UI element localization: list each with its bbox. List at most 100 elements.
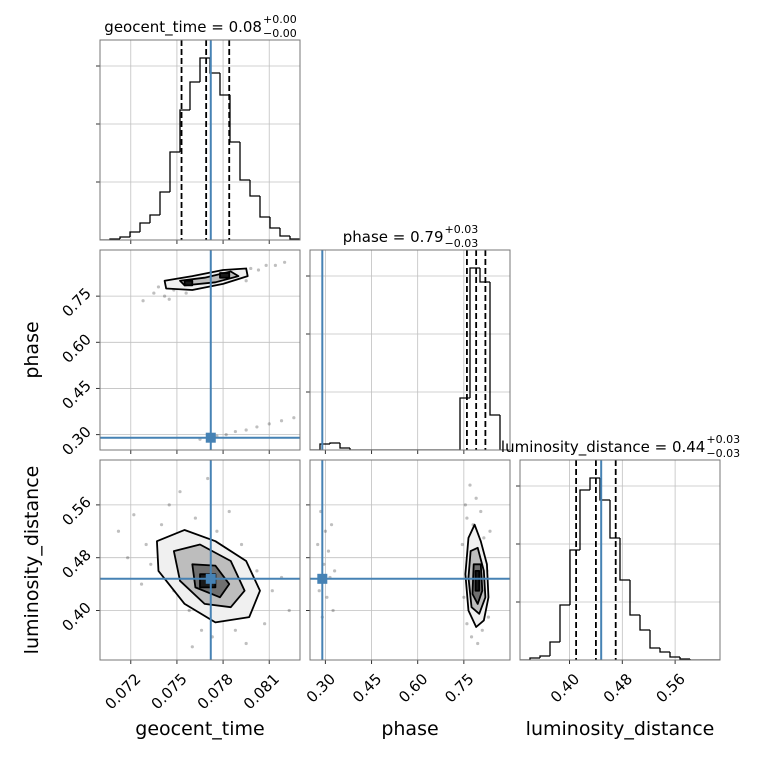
histogram-step [619,538,630,581]
histogram-step [569,549,580,605]
sample-point [463,503,467,507]
plot-area [100,460,300,660]
histogram-step [249,180,260,197]
sample-point [333,569,337,573]
sample-point [152,291,156,295]
sample-point [264,263,268,267]
sample-point [331,608,335,613]
y-axis-label: phase [21,321,43,378]
sample-point [479,509,483,514]
sample-point [199,628,204,632]
sample-point [292,416,296,420]
histogram-step [669,652,680,658]
x-axis-label: geocent_time [135,718,264,740]
histogram-step [349,448,360,450]
sample-point [167,503,171,507]
plot-area [100,250,300,450]
sample-point [476,641,480,646]
histogram-step [459,397,470,450]
title-lower: −0.03 [706,447,740,460]
sample-point [267,422,271,426]
panel: 0.40 0.48 0.56 luminosity_distance = 0.44 +0… [501,433,740,740]
sample-point [126,556,130,560]
y-tick-label: 0.75 [58,284,94,320]
sample-point [190,645,194,649]
sample-point [474,496,478,500]
sample-point [482,536,486,540]
sample-point [224,433,228,437]
sample-point [227,509,231,514]
title-upper: +0.03 [445,223,479,236]
panel: 0.072 0.075 0.078 0.081 0.40 0.48 0.56 geocent_… [21,459,301,740]
sample-point [233,628,237,632]
histogram-step [329,442,340,444]
histogram-step [549,641,560,656]
plot-area [310,460,510,660]
histogram-step [339,443,350,449]
histogram-step [119,236,130,239]
sample-point [178,490,182,494]
x-tick-label: 0.081 [240,670,283,713]
panel-title: phase = 0.79 [343,228,444,246]
x-tick-label: 0.48 [600,670,636,706]
histogram-step [199,57,210,82]
histogram-step [649,630,660,649]
sample-point [255,569,259,573]
x-tick-label: 0.60 [395,670,431,706]
sample-point [144,542,148,547]
histogram-step [489,282,500,416]
sample-point [215,529,219,533]
panel-frame [99,249,301,451]
sample-point [480,628,484,632]
sample-point [163,294,167,298]
panel-frame [99,459,301,661]
sample-point [132,513,136,517]
y-axis-label: luminosity_distance [21,466,43,655]
truth-marker [205,573,216,584]
y-tick-label: 0.45 [58,377,94,413]
x-tick-label: 0.075 [148,670,191,713]
panel: geocent_time = 0.08 +0.00−0.00 [96,13,301,244]
histogram-step [179,109,190,152]
sample-point [325,595,329,599]
histogram-step [529,657,540,660]
sample-point [468,483,472,487]
panel: 0.30 0.45 0.60 0.75 phase [21,249,301,459]
sample-point [316,542,320,547]
y-tick-label: 0.56 [58,493,94,529]
sample-point [317,589,321,593]
contour [183,279,194,287]
x-tick-label: 0.072 [101,670,144,713]
y-tick-label: 0.48 [58,546,94,582]
sample-point [149,562,153,566]
sample-point [244,428,248,432]
sample-point [244,279,248,283]
truth-marker [205,432,216,443]
plot-area [520,460,720,660]
panel-frame [99,39,301,241]
x-tick-label: 0.56 [653,670,689,706]
x-axis-label: phase [381,718,438,740]
histogram-step [189,81,200,110]
contour [474,569,481,592]
histogram-step [679,657,690,660]
plot-area [100,40,300,240]
sample-point [255,425,259,429]
sample-point [465,622,469,626]
sample-point [465,516,469,520]
histogram-step [219,73,230,96]
histogram-step [259,196,270,218]
histogram-step [149,214,160,223]
panel-frame [309,459,511,661]
title-upper: +0.00 [263,13,297,26]
histogram-step [579,489,590,550]
sample-point [283,260,287,264]
sample-point [329,523,334,527]
histogram-step [559,604,570,642]
histogram-step [169,151,180,192]
y-tick-label: 0.60 [58,330,94,366]
sample-point [239,542,244,547]
sample-point [193,516,197,520]
histogram-step [539,655,550,658]
title-lower: −0.03 [445,237,479,250]
